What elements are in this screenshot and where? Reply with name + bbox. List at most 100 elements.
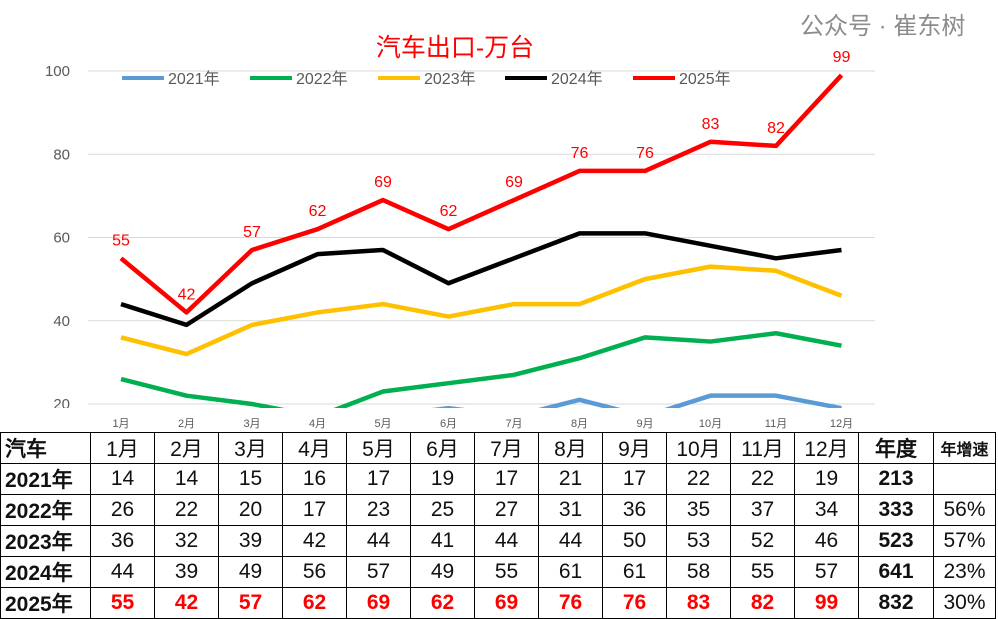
cell-value: 76 <box>538 587 603 619</box>
cell-value: 56 <box>282 556 347 588</box>
data-label: 83 <box>702 116 720 133</box>
cell-value: 44 <box>90 556 155 588</box>
cell-value: 53 <box>666 525 731 557</box>
data-label: 99 <box>833 49 851 66</box>
series-line-2025年 <box>119 73 844 315</box>
row-year: 2024年 <box>0 556 91 588</box>
cell-value: 57 <box>218 587 283 619</box>
cell-value: 61 <box>602 556 667 588</box>
cell-value: 52 <box>730 525 795 557</box>
x-tick-label: 5月 <box>374 418 391 430</box>
legend-label: 2023年 <box>424 70 476 88</box>
cell-value: 69 <box>346 587 411 619</box>
cell-value: 22 <box>730 463 795 495</box>
cell-value: 55 <box>730 556 795 588</box>
data-label: 76 <box>636 145 654 162</box>
cell-total: 832 <box>858 587 934 619</box>
x-tick-label: 3月 <box>243 418 260 430</box>
data-label: 55 <box>112 232 130 249</box>
cell-value: 62 <box>282 587 347 619</box>
table-row: 2025年 55 42 57 62 69 62 69 76 76 83 82 99 832 30% <box>0 587 996 619</box>
cell-value: 39 <box>218 525 283 557</box>
chart-title: 汽车出口-万台 <box>376 34 534 62</box>
cell-value: 44 <box>346 525 411 557</box>
cell-value: 99 <box>794 587 859 619</box>
cell-value: 82 <box>730 587 795 619</box>
x-tick-label: 8月 <box>571 418 588 430</box>
header-growth: 年增速 <box>933 432 996 464</box>
cell-growth: 30% <box>933 587 996 619</box>
header-month: 1月 <box>90 432 155 464</box>
cell-value: 76 <box>602 587 667 619</box>
header-month: 7月 <box>474 432 539 464</box>
legend-label: 2024年 <box>551 70 603 88</box>
y-tick-label: 100 <box>45 63 70 80</box>
x-tick-label: 12月 <box>830 418 853 430</box>
cell-value: 46 <box>794 525 859 557</box>
y-tick-label: 80 <box>53 146 70 163</box>
series-line-2022年 <box>120 330 842 419</box>
cell-value: 16 <box>282 463 347 495</box>
y-tick-label: 40 <box>53 313 70 330</box>
legend-label: 2022年 <box>296 70 348 88</box>
row-year: 2021年 <box>0 463 91 495</box>
cell-value: 19 <box>410 463 475 495</box>
cell-value: 49 <box>410 556 475 588</box>
header-month: 2月 <box>154 432 219 464</box>
cell-value: 36 <box>602 494 667 526</box>
cell-value: 17 <box>282 494 347 526</box>
data-label: 69 <box>374 174 392 191</box>
cell-value: 19 <box>794 463 859 495</box>
legend-label: 2021年 <box>168 70 220 88</box>
cell-value: 44 <box>474 525 539 557</box>
row-year: 2022年 <box>0 494 91 526</box>
cell-value: 41 <box>410 525 475 557</box>
cell-value: 42 <box>282 525 347 557</box>
cell-value: 55 <box>90 587 155 619</box>
header-corner: 汽车 <box>0 432 91 464</box>
data-label: 76 <box>571 145 589 162</box>
cell-value: 39 <box>154 556 219 588</box>
cell-value: 14 <box>154 463 219 495</box>
data-label: 69 <box>505 174 523 191</box>
cell-value: 23 <box>346 494 411 526</box>
header-month: 8月 <box>538 432 603 464</box>
header-month: 6月 <box>410 432 475 464</box>
cell-value: 27 <box>474 494 539 526</box>
cell-value: 57 <box>346 556 411 588</box>
cell-value: 31 <box>538 494 603 526</box>
table-row: 2023年 36 32 39 42 44 41 44 44 50 53 52 46 523 57% <box>0 525 996 557</box>
cell-value: 32 <box>154 525 219 557</box>
cell-growth <box>933 463 996 495</box>
data-label: 62 <box>440 203 458 220</box>
x-tick-label: 9月 <box>636 418 653 430</box>
cell-value: 21 <box>538 463 603 495</box>
table-row: 2022年 26 22 20 17 23 25 27 31 36 35 37 34 333 56% <box>0 494 996 526</box>
data-table: 汽车 1月 2月 3月 4月 5月 6月 7月 8月 9月 10月 11月 12月 年度 年增速 2021年 1… <box>0 432 996 619</box>
cell-value: 17 <box>602 463 667 495</box>
x-tick-label: 7月 <box>505 418 522 430</box>
cell-value: 69 <box>474 587 539 619</box>
header-month: 3月 <box>218 432 283 464</box>
series-line-2024年 <box>120 231 842 328</box>
cell-value: 55 <box>474 556 539 588</box>
cell-value: 50 <box>602 525 667 557</box>
cell-value: 22 <box>154 494 219 526</box>
x-tick-label: 1月 <box>112 418 129 430</box>
cell-value: 15 <box>218 463 283 495</box>
table-header-row: 汽车 1月 2月 3月 4月 5月 6月 7月 8月 9月 10月 11月 12月 年度 年增速 <box>0 432 996 464</box>
header-month: 12月 <box>794 432 859 464</box>
cell-value: 14 <box>90 463 155 495</box>
cell-total: 213 <box>858 463 934 495</box>
cell-growth: 23% <box>933 556 996 588</box>
cell-value: 37 <box>730 494 795 526</box>
cell-value: 36 <box>90 525 155 557</box>
header-month: 11月 <box>730 432 795 464</box>
cell-value: 22 <box>666 463 731 495</box>
cell-value: 34 <box>794 494 859 526</box>
cell-value: 42 <box>154 587 219 619</box>
row-year: 2023年 <box>0 525 91 557</box>
cell-growth: 57% <box>933 525 996 557</box>
x-tick-label: 10月 <box>699 418 722 430</box>
series-line-2023年 <box>120 264 843 357</box>
